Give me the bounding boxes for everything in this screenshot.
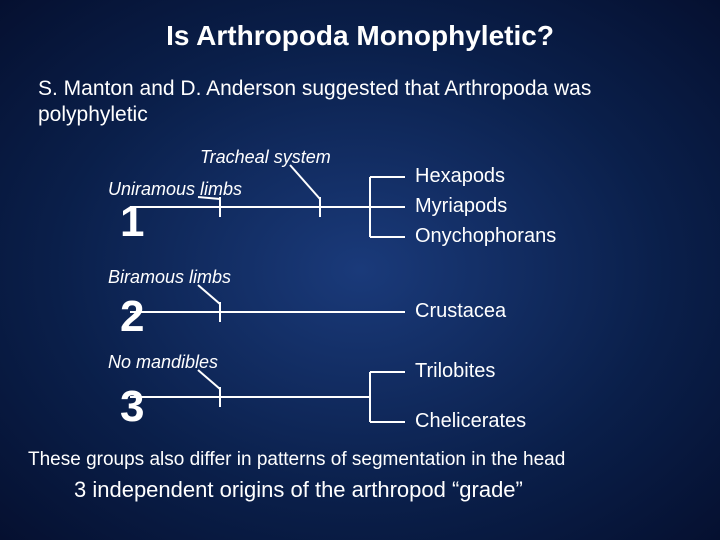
footer-note-1: These groups also differ in patterns of … bbox=[0, 447, 720, 471]
page-title: Is Arthropoda Monophyletic? bbox=[0, 0, 720, 52]
cladogram-diagram: HexapodsMyriapodsOnychophoransTracheal s… bbox=[0, 137, 720, 447]
footer-note-2: 3 independent origins of the arthropod “… bbox=[0, 471, 720, 503]
cladogram-svg bbox=[0, 137, 720, 447]
subtitle-text: S. Manton and D. Anderson suggested that… bbox=[0, 52, 720, 129]
